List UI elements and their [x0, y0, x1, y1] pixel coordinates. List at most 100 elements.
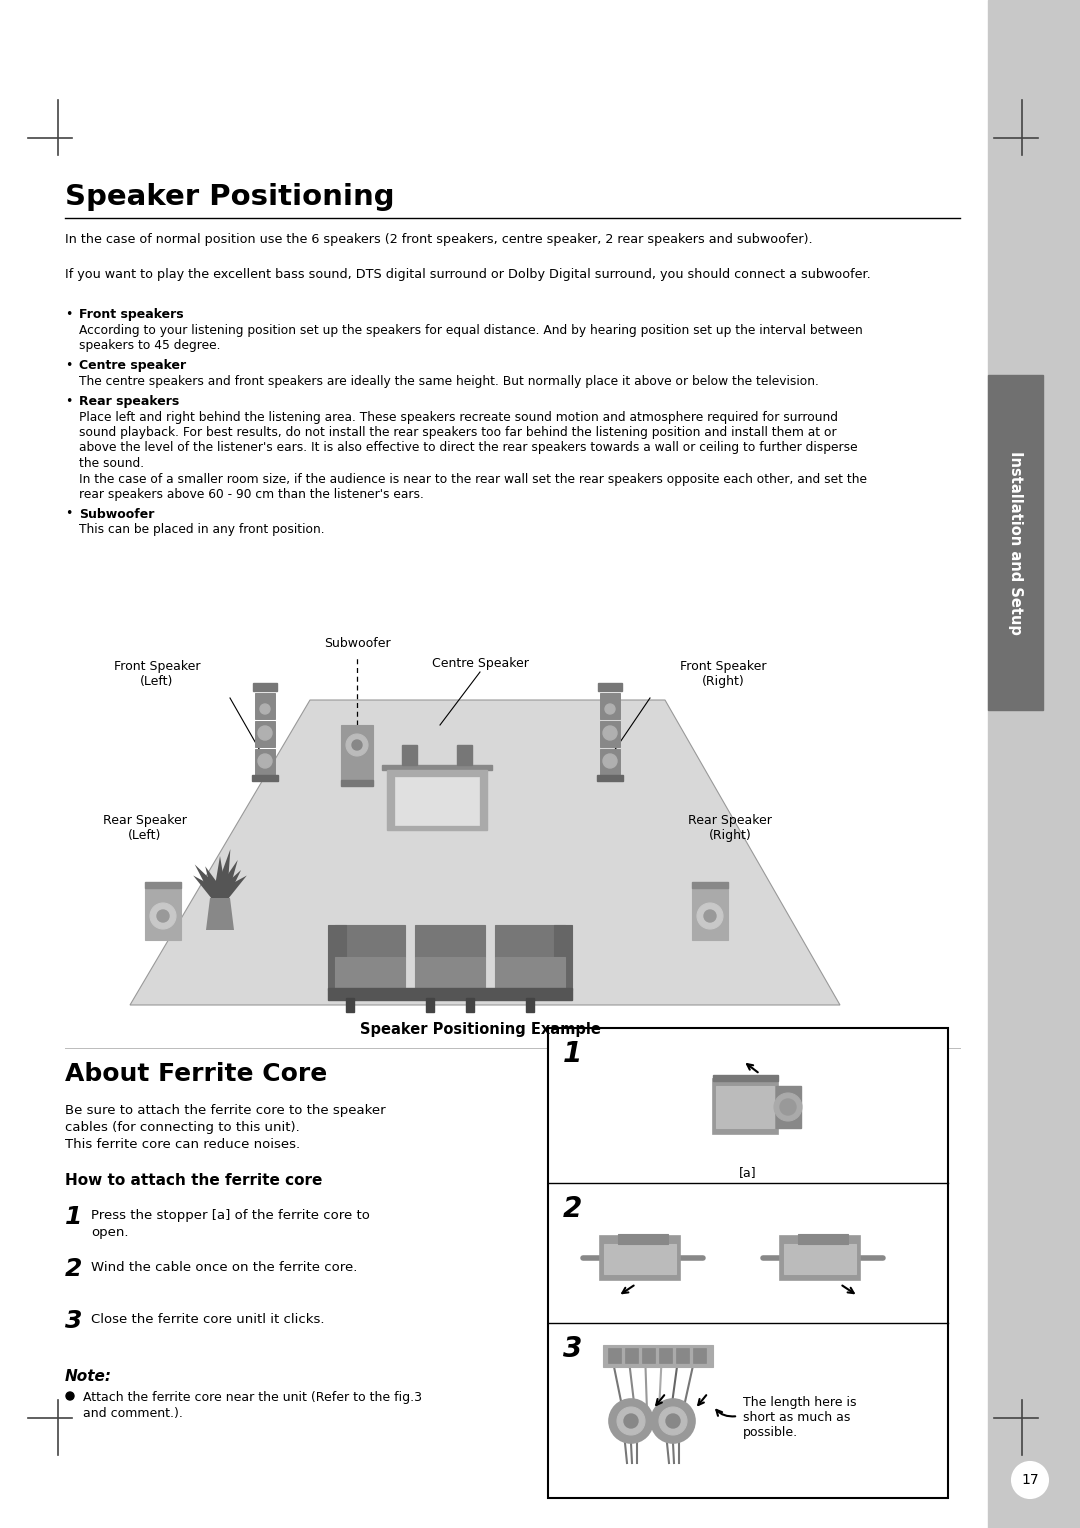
Bar — [255, 721, 275, 747]
Bar — [608, 1348, 621, 1363]
Text: Close the ferrite core unitl it clicks.: Close the ferrite core unitl it clicks. — [91, 1313, 324, 1326]
Text: [a]: [a] — [739, 1166, 757, 1180]
Circle shape — [258, 753, 272, 769]
Bar — [598, 683, 622, 691]
Bar — [780, 1236, 860, 1280]
Text: •: • — [65, 309, 72, 321]
Circle shape — [697, 903, 723, 929]
Text: Note:: Note: — [65, 1369, 112, 1384]
Text: In the case of normal position use the 6 speakers (2 front speakers, centre spea: In the case of normal position use the 6… — [65, 232, 812, 246]
Text: Speaker Positioning Example: Speaker Positioning Example — [360, 1022, 600, 1038]
Text: The centre speakers and front speakers are ideally the same height. But normally: The centre speakers and front speakers a… — [79, 374, 819, 388]
Text: 3: 3 — [563, 1335, 582, 1363]
Circle shape — [605, 704, 615, 714]
Circle shape — [258, 726, 272, 740]
Bar — [988, 374, 1043, 711]
Text: 1: 1 — [65, 1206, 82, 1229]
Bar — [692, 888, 728, 940]
Bar — [625, 1348, 638, 1363]
Bar — [798, 1235, 848, 1244]
Bar — [713, 1076, 778, 1080]
Text: open.: open. — [91, 1225, 129, 1239]
Bar — [603, 1345, 713, 1368]
Bar — [548, 1028, 948, 1497]
Bar — [693, 1348, 706, 1363]
Circle shape — [704, 911, 716, 921]
Bar — [716, 1086, 774, 1128]
Text: above the level of the listener's ears. It is also effective to direct the rear : above the level of the listener's ears. … — [79, 442, 858, 454]
Text: 17: 17 — [1022, 1473, 1039, 1487]
Polygon shape — [206, 898, 234, 931]
Circle shape — [66, 1392, 75, 1400]
Text: This can be placed in any front position.: This can be placed in any front position… — [79, 524, 325, 536]
Bar — [457, 746, 472, 766]
Polygon shape — [205, 866, 227, 902]
Polygon shape — [188, 871, 225, 903]
Text: If you want to play the excellent bass sound, DTS digital surround or Dolby Digi: If you want to play the excellent bass s… — [65, 267, 870, 281]
Text: Front speakers: Front speakers — [79, 309, 184, 321]
Text: 2: 2 — [65, 1258, 82, 1280]
Bar — [659, 1348, 672, 1363]
Text: 1: 1 — [563, 1041, 582, 1068]
Bar — [415, 924, 485, 957]
Circle shape — [617, 1407, 645, 1435]
Circle shape — [352, 740, 362, 750]
Circle shape — [666, 1413, 680, 1429]
Text: Subwoofer: Subwoofer — [324, 637, 390, 649]
Bar — [335, 957, 405, 990]
Bar — [328, 989, 572, 999]
Polygon shape — [194, 865, 226, 902]
Text: In the case of a smaller room size, if the audience is near to the rear wall set: In the case of a smaller room size, if t… — [79, 472, 867, 486]
Bar — [784, 1244, 856, 1274]
Bar — [600, 721, 620, 747]
Text: •: • — [65, 394, 72, 408]
Text: Speaker Positioning: Speaker Positioning — [65, 183, 394, 211]
Polygon shape — [215, 865, 245, 902]
Bar — [600, 694, 620, 720]
Circle shape — [774, 1093, 802, 1122]
Bar — [387, 770, 487, 830]
Circle shape — [157, 911, 168, 921]
Text: •: • — [65, 359, 72, 371]
Text: speakers to 45 degree.: speakers to 45 degree. — [79, 339, 220, 353]
Circle shape — [150, 903, 176, 929]
Text: sound playback. For best results, do not install the rear speakers too far behin: sound playback. For best results, do not… — [79, 426, 837, 439]
Bar — [341, 779, 373, 785]
Text: cables (for connecting to this unit).: cables (for connecting to this unit). — [65, 1122, 300, 1134]
Text: Place left and right behind the listening area. These speakers recreate sound mo: Place left and right behind the listenin… — [79, 411, 838, 423]
Bar — [426, 998, 434, 1012]
Text: Wind the cable once on the ferrite core.: Wind the cable once on the ferrite core. — [91, 1261, 357, 1274]
Text: Subwoofer: Subwoofer — [79, 507, 154, 521]
Circle shape — [624, 1413, 638, 1429]
Bar — [465, 998, 474, 1012]
Bar — [328, 924, 346, 990]
Bar — [145, 882, 181, 888]
Text: Installation and Setup: Installation and Setup — [1008, 451, 1023, 634]
Bar — [554, 924, 572, 990]
Bar — [642, 1348, 654, 1363]
Text: 3: 3 — [65, 1309, 82, 1332]
Text: About Ferrite Core: About Ferrite Core — [65, 1062, 327, 1086]
Bar — [713, 1079, 778, 1134]
Polygon shape — [213, 850, 230, 900]
Bar — [335, 924, 405, 957]
Circle shape — [659, 1407, 687, 1435]
Bar — [676, 1348, 689, 1363]
Text: rear speakers above 60 - 90 cm than the listener's ears.: rear speakers above 60 - 90 cm than the … — [79, 487, 423, 501]
Text: Rear Speaker
(Right): Rear Speaker (Right) — [688, 814, 772, 842]
Bar — [600, 749, 620, 775]
Bar — [255, 694, 275, 720]
Text: •: • — [65, 507, 72, 521]
Bar — [415, 957, 485, 990]
Polygon shape — [130, 700, 840, 1005]
Text: Front Speaker
(Right): Front Speaker (Right) — [680, 660, 767, 688]
Bar — [253, 683, 276, 691]
Bar — [600, 1236, 680, 1280]
Text: 2: 2 — [563, 1195, 582, 1222]
Circle shape — [603, 726, 617, 740]
Text: How to attach the ferrite core: How to attach the ferrite core — [65, 1174, 322, 1187]
Bar — [382, 766, 492, 770]
Bar — [252, 775, 278, 781]
Text: Centre speaker: Centre speaker — [79, 359, 186, 371]
Bar — [145, 888, 181, 940]
